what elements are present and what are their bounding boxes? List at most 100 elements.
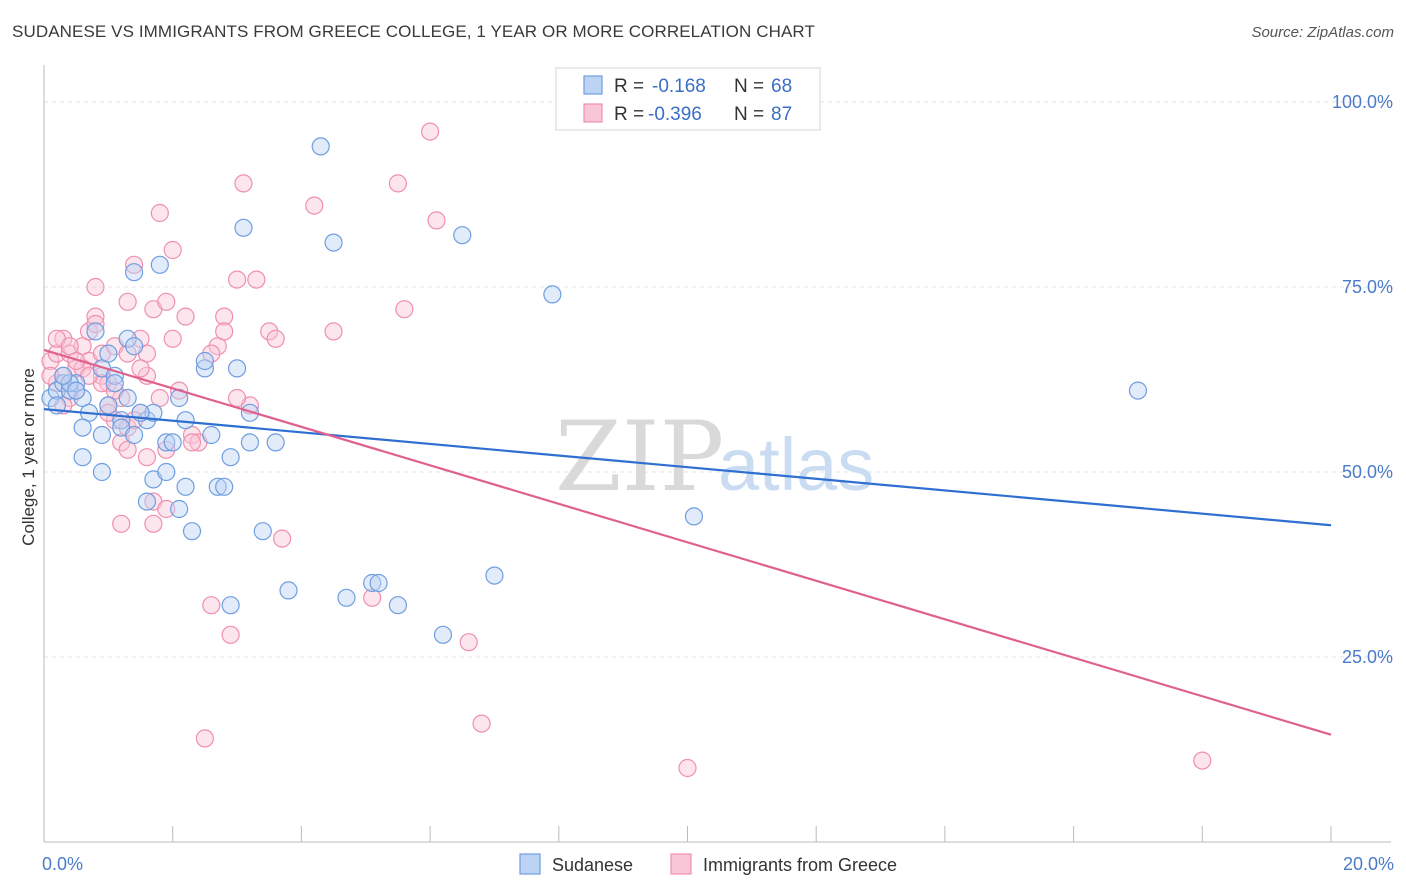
axes <box>43 65 1391 843</box>
greece-point-23 <box>124 255 144 274</box>
sudanese-point-28 <box>170 499 189 519</box>
greece-point-54 <box>324 322 343 341</box>
sudanese-point-42 <box>253 522 272 541</box>
sudanese-point-23 <box>157 462 176 482</box>
sudanese-point-35 <box>208 477 227 496</box>
greece-point-46 <box>227 270 247 289</box>
greece-point-72 <box>144 514 163 533</box>
greece-point-56 <box>388 174 408 193</box>
x-tick-labels: 0.0% 20.0% <box>42 854 1394 874</box>
greece-point-40 <box>195 729 214 748</box>
sudanese-point-38 <box>227 359 247 378</box>
greece-point-70 <box>137 448 157 467</box>
sudanese-point-50 <box>388 596 408 615</box>
greece-point-82 <box>131 359 150 378</box>
greece-points <box>41 122 1212 778</box>
sudanese-point-12 <box>118 388 137 408</box>
greece-point-41 <box>202 596 221 615</box>
y-tick-label-0: 25.0% <box>1342 647 1393 667</box>
legend-r-label-greece: R = <box>614 104 644 125</box>
legend-r-value-greece: -0.396 <box>648 104 702 125</box>
sudanese-point-14 <box>124 337 144 356</box>
legend-n-label-greece: N = <box>734 104 764 125</box>
sudanese-point-33 <box>195 351 214 371</box>
sudanese-point-0 <box>41 388 60 408</box>
sudanese-point-17 <box>92 425 112 445</box>
greece-point-37 <box>176 307 195 326</box>
sudanese-point-32 <box>195 359 214 378</box>
legend-n-value-greece: 87 <box>771 104 792 125</box>
sudanese-point-57 <box>124 263 144 282</box>
greece-point-50 <box>260 322 279 341</box>
sudanese-point-66 <box>221 448 240 467</box>
sudanese-point-29 <box>137 492 157 511</box>
sudanese-point-44 <box>279 581 298 600</box>
greece-point-30 <box>150 203 169 223</box>
sudanese-point-54 <box>543 285 562 304</box>
sudanese-point-9 <box>99 344 118 363</box>
greece-point-61 <box>472 714 491 733</box>
chart-title: SUDANESE VS IMMIGRANTS FROM GREECE COLLE… <box>12 22 815 41</box>
sudanese-point-62 <box>67 381 86 400</box>
sudanese-point-34 <box>202 425 221 445</box>
greece-point-85 <box>157 440 176 459</box>
y-tick-label-3: 100.0% <box>1332 92 1393 112</box>
sudanese-point-25 <box>163 433 182 452</box>
greece-point-49 <box>247 270 266 289</box>
sudanese-point-24 <box>157 433 176 452</box>
sudanese-point-15 <box>73 448 92 467</box>
legend-swatch-greece <box>583 103 603 123</box>
sudanese-point-37 <box>221 596 240 615</box>
greece-point-44 <box>215 322 234 341</box>
greece-point-79 <box>182 433 202 452</box>
greece-point-62 <box>678 758 697 778</box>
y-tick-labels: 25.0% 50.0% 75.0% 100.0% <box>1332 92 1393 667</box>
greece-point-43 <box>215 307 234 326</box>
bottom-legend-sudanese: Sudanese <box>552 855 633 875</box>
greece-point-78 <box>118 344 137 363</box>
sudanese-point-59 <box>60 374 79 393</box>
sudanese-point-49 <box>369 573 388 593</box>
sudanese-point-40 <box>240 403 260 422</box>
greece-point-51 <box>266 329 285 348</box>
greece-point-52 <box>272 529 292 548</box>
sudanese-point-19 <box>124 425 144 445</box>
sudanese-point-30 <box>176 411 195 430</box>
sudanese-point-43 <box>266 433 285 452</box>
sudanese-point-46 <box>324 233 343 252</box>
y-axis-label: College, 1 year or more <box>19 368 38 546</box>
greece-point-11 <box>86 277 105 297</box>
sudanese-point-48 <box>363 573 382 593</box>
sudanese-point-47 <box>337 588 356 607</box>
sudanese-point-45 <box>311 137 330 156</box>
bottom-swatch-greece <box>670 853 692 875</box>
greece-point-81 <box>60 337 79 356</box>
greece-point-71 <box>112 514 131 533</box>
legend-swatch-sudanese <box>583 75 603 95</box>
greece-point-32 <box>157 499 176 519</box>
sudanese-point-65 <box>73 418 92 437</box>
legend-n-value-sudanese: 68 <box>771 76 792 97</box>
legend-n-label-sudanese: N = <box>734 76 764 97</box>
trend-lines <box>43 348 1332 736</box>
greece-point-59 <box>427 211 446 230</box>
greece-point-57 <box>395 300 414 319</box>
greece-point-60 <box>459 633 478 652</box>
sudanese-point-53 <box>485 566 504 585</box>
sudanese-points <box>41 137 1148 644</box>
bottom-legend: Sudanese Immigrants from Greece <box>519 853 897 875</box>
greece-point-34 <box>163 240 182 260</box>
sudanese-trend-line <box>43 408 1332 527</box>
bottom-legend-greece: Immigrants from Greece <box>703 855 897 875</box>
greece-point-35 <box>163 329 182 348</box>
sudanese-point-36 <box>215 477 234 496</box>
sudanese-point-39 <box>234 218 253 237</box>
greece-point-20 <box>118 292 137 311</box>
sudanese-point-55 <box>684 507 704 526</box>
sudanese-point-63 <box>99 396 118 415</box>
sudanese-point-56 <box>1128 381 1148 400</box>
legend-r-value-sudanese: -0.168 <box>652 76 706 97</box>
greece-point-45 <box>221 625 240 644</box>
sudanese-point-8 <box>86 322 105 341</box>
